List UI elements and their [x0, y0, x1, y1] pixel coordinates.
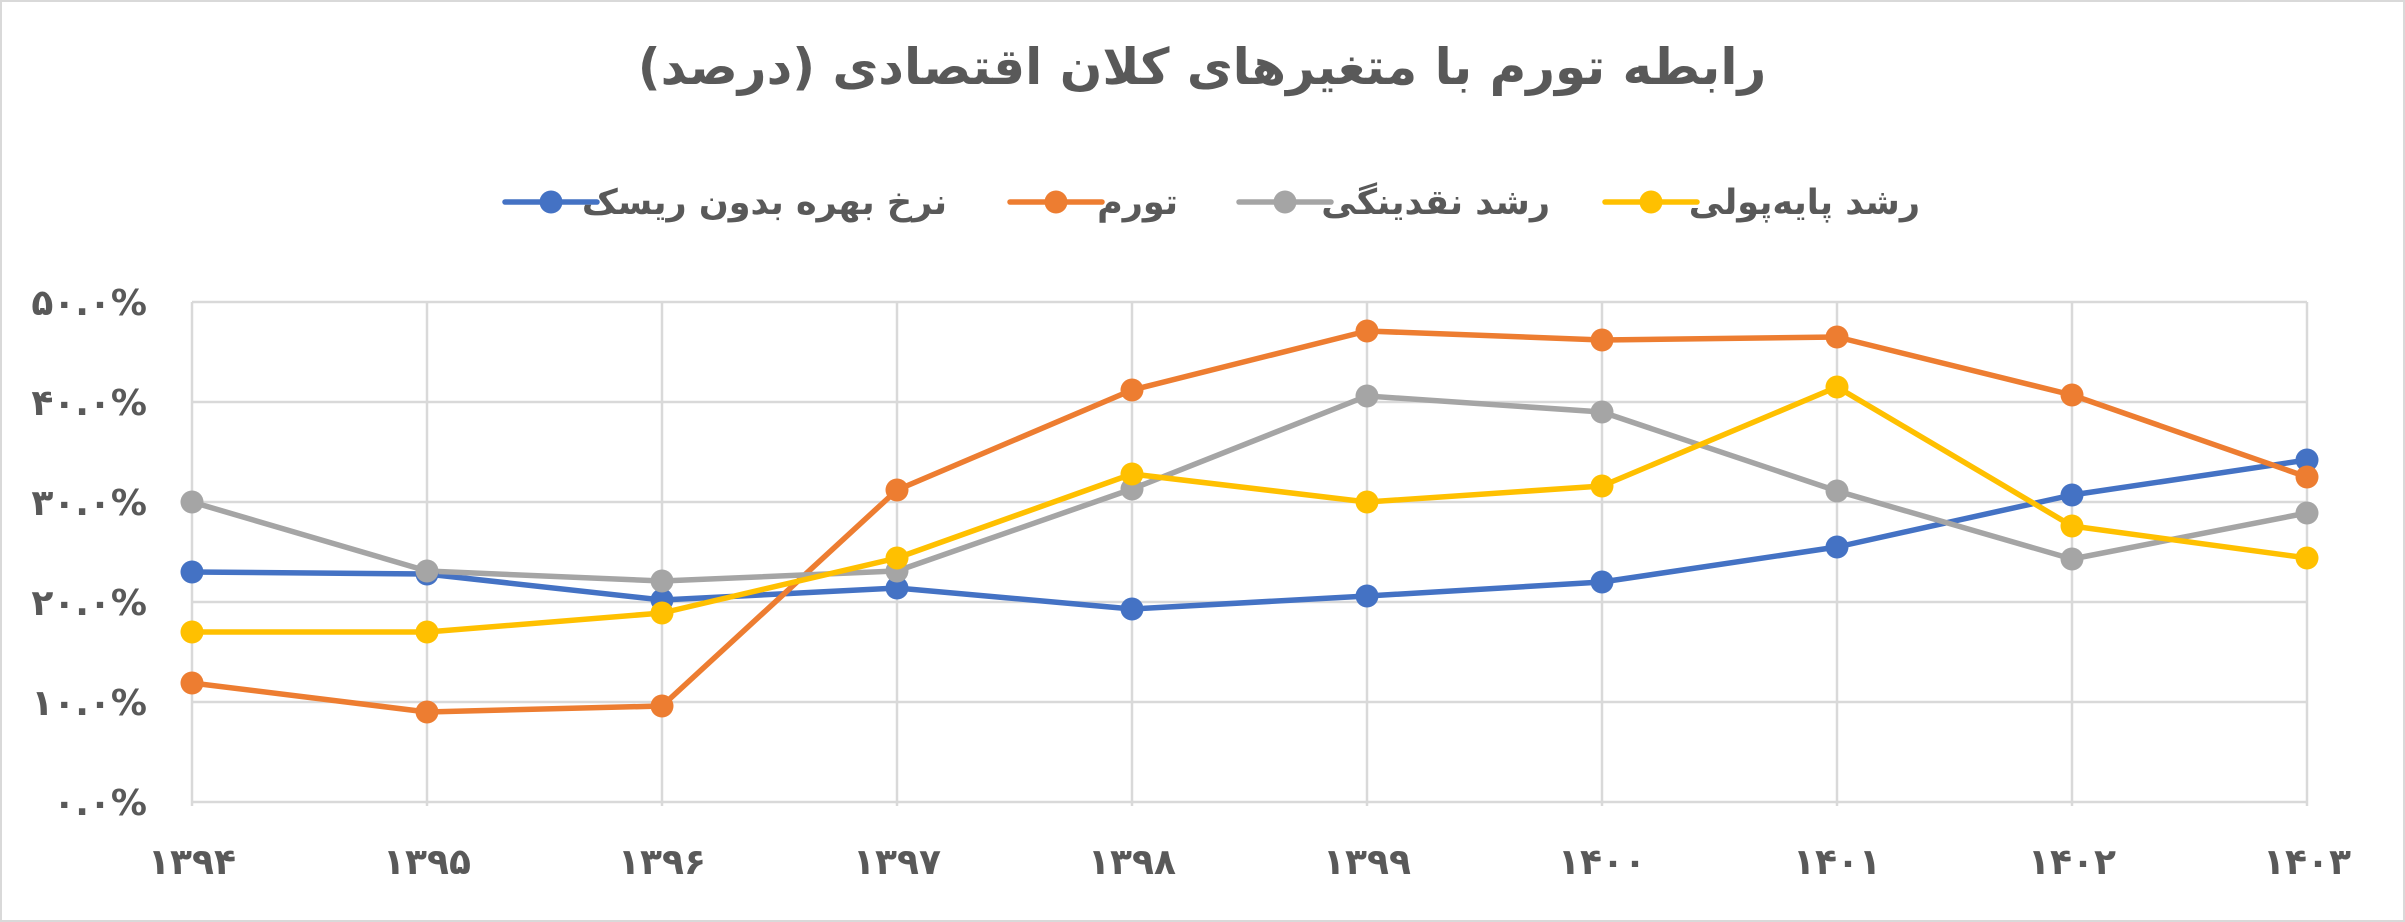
data-point [650, 569, 674, 593]
legend-label: رشد نقدینگی [1321, 182, 1550, 223]
y-tick-label: ۲۰.۰% [31, 583, 147, 624]
series-lines [189, 328, 2310, 715]
data-point [1120, 462, 1144, 486]
series-line [189, 384, 2310, 635]
data-point [180, 671, 204, 695]
series-line [189, 328, 2310, 715]
y-tick-label: ۰.۰% [53, 783, 147, 824]
legend-marker [1044, 190, 1068, 214]
data-point [1355, 319, 1379, 343]
x-tick-label: ۱۳۹۵ [383, 842, 471, 883]
legend-marker [1639, 190, 1663, 214]
y-tick-label: ۵۰.۰% [31, 283, 147, 324]
legend-label: تورم [1097, 183, 1178, 223]
data-point [415, 559, 439, 583]
legend-marker [539, 190, 563, 214]
y-axis-ticks: ۰.۰% ۱۰.۰% ۲۰.۰% ۳۰.۰% ۴۰.۰% ۵۰.۰% [31, 283, 147, 824]
series-line [189, 393, 2310, 584]
y-tick-label: ۴۰.۰% [31, 383, 147, 424]
data-point [650, 601, 674, 625]
data-point [1355, 384, 1379, 408]
data-point [1590, 400, 1614, 424]
y-tick-label: ۱۰.۰% [31, 683, 147, 724]
x-axis-ticks: ۱۳۹۴ ۱۳۹۵ ۱۳۹۶ ۱۳۹۷ ۱۳۹۸ ۱۳۹۹ ۱۴۰۰ ۱۴۰۱ ۱۴۰۲ ۱۴۰۳ [148, 842, 2351, 883]
data-point [1590, 474, 1614, 498]
data-point [1825, 535, 1849, 559]
data-point [1825, 375, 1849, 399]
data-point [2060, 547, 2084, 571]
data-point [2060, 483, 2084, 507]
data-point [2060, 514, 2084, 538]
y-tick-label: ۳۰.۰% [31, 483, 147, 524]
legend: نرخ بهره بدون ریسک تورم رشد نقدینگی رشد پای… [502, 182, 1920, 223]
x-tick-label: ۱۴۰۱ [1793, 842, 1881, 883]
data-point [1120, 378, 1144, 402]
data-point [885, 546, 909, 570]
data-point [1590, 328, 1614, 352]
data-point [1120, 597, 1144, 621]
data-point [650, 694, 674, 718]
data-point [885, 576, 909, 600]
data-point [1355, 490, 1379, 514]
data-point [1825, 479, 1849, 503]
legend-label: رشد پایه‌پولی [1689, 183, 1920, 223]
data-point [180, 490, 204, 514]
data-point [180, 620, 204, 644]
data-point [885, 478, 909, 502]
x-tick-label: ۱۳۹۴ [148, 842, 236, 883]
legend-label: نرخ بهره بدون ریسک [582, 183, 947, 223]
legend-marker [1273, 190, 1297, 214]
x-tick-label: ۱۳۹۶ [618, 842, 706, 883]
x-tick-label: ۱۴۰۳ [2263, 842, 2351, 883]
chart-title: رابطه تورم با متغیرهای کلان اقتصادی (درص… [638, 38, 1767, 97]
data-point [2060, 383, 2084, 407]
gridlines [190, 300, 2309, 806]
data-point [1355, 584, 1379, 608]
x-tick-label: ۱۴۰۲ [2028, 842, 2116, 883]
data-point [1590, 570, 1614, 594]
data-point [2295, 448, 2319, 472]
data-point [2295, 465, 2319, 489]
data-point [415, 700, 439, 724]
series-markers [180, 319, 2319, 724]
data-point [2295, 546, 2319, 570]
data-point [2295, 501, 2319, 525]
data-point [1825, 325, 1849, 349]
x-tick-label: ۱۳۹۸ [1088, 842, 1176, 883]
x-tick-label: ۱۳۹۹ [1323, 842, 1411, 883]
series-line [189, 457, 2310, 612]
x-tick-label: ۱۴۰۰ [1558, 842, 1646, 883]
data-point [180, 560, 204, 584]
data-point [415, 620, 439, 644]
x-tick-label: ۱۳۹۷ [853, 842, 941, 883]
